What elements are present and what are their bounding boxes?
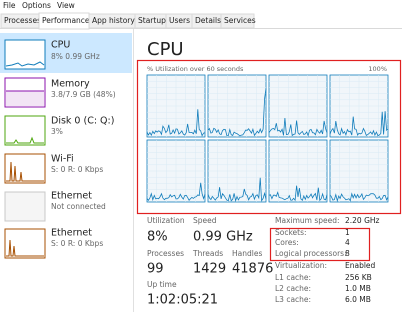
sidebar-title[interactable]: Memory [51, 79, 90, 90]
spec-value: 6.0 MB [345, 295, 371, 304]
highlight-box [269, 227, 371, 262]
stat-value: 8% [147, 230, 168, 245]
graph-line [207, 88, 267, 137]
thumb-line [6, 136, 44, 144]
tab-label[interactable]: Users [169, 16, 190, 25]
sidebar-title[interactable]: Ethernet [51, 228, 92, 239]
sidebar-thumbnails [4, 39, 46, 259]
stat-label: Up time [147, 280, 177, 289]
sidebar-detail: 3% [51, 127, 63, 136]
sidebar-title[interactable]: Wi-Fi [51, 154, 74, 165]
graph-line [268, 185, 328, 202]
stat-value: 99 [147, 262, 164, 277]
spec-value: 2.20 GHz [345, 216, 380, 225]
thumb [4, 228, 46, 259]
tab-label[interactable]: Performance [42, 16, 90, 25]
graph-line [329, 192, 389, 203]
thumb-line [6, 161, 44, 182]
spec-value: 1 [345, 228, 350, 237]
graph-line [207, 177, 267, 203]
graph-line [146, 109, 206, 137]
tab-label[interactable]: Details [195, 16, 221, 25]
sidebar-title[interactable]: Ethernet [51, 191, 92, 202]
menu-item[interactable]: File [3, 1, 16, 10]
tab-label[interactable]: Startup [138, 16, 166, 25]
stat-label: Handles [232, 249, 262, 258]
spec-value: 1.0 MB [345, 284, 371, 293]
cpu-graphs [146, 74, 389, 203]
stat-label: Threads [192, 249, 223, 258]
spec-label: L1 cache: [275, 273, 311, 282]
spec-label: Logical processors: [275, 249, 347, 258]
sidebar-title[interactable]: CPU [51, 40, 70, 51]
sidebar-detail: 3.8/7.9 GB (48%) [51, 90, 116, 99]
thumb-line [5, 61, 45, 67]
tabs: Processes Performance App history Startu… [0, 12, 256, 30]
spec-label: Sockets: [275, 228, 307, 237]
stat-label: Utilization [147, 216, 185, 225]
sidebar-detail: 8% 0.99 GHz [51, 52, 100, 61]
graph-line [329, 111, 389, 137]
stat-value: 1:02:05:21 [147, 293, 218, 308]
highlight-box [136, 59, 402, 215]
sidebar-detail: S: 0 R: 0 Kbps [51, 239, 103, 248]
tab-label[interactable]: Services [224, 16, 256, 25]
spec-label: Virtualization: [275, 261, 327, 270]
tab-label[interactable]: Processes [4, 16, 41, 25]
spec-value: 256 KB [345, 273, 372, 282]
stat-value: 0.99 GHz [193, 230, 253, 245]
sidebar-detail: S: 0 R: 0 Kbps [51, 165, 103, 174]
thumb [4, 191, 46, 222]
thumb-line [6, 239, 44, 257]
spec-label: Cores: [275, 238, 299, 247]
spec-value: Enabled [345, 261, 376, 270]
graph-line [268, 117, 328, 137]
spec-label: Maximum speed: [275, 216, 340, 225]
stat-value: 41876 [232, 262, 273, 277]
stat-value: 1429 [193, 262, 226, 277]
stat-label: Processes [147, 249, 184, 258]
sidebar-title[interactable]: Disk 0 (C: Q:) [51, 116, 114, 127]
graph-label: % Utilization over 60 seconds [147, 65, 244, 73]
spec-label: L2 cache: [275, 284, 311, 293]
spec-label: L3 cache: [275, 295, 311, 304]
sidebar-detail: Not connected [51, 202, 106, 211]
main-title: CPU [147, 39, 184, 60]
menu-item[interactable]: View [57, 1, 75, 10]
specs: Maximum speed: 2.20 GHz Sockets: 1 Cores: 4 Lo… [275, 216, 380, 304]
menu-item[interactable]: Options [22, 1, 51, 10]
spec-value: 8 [345, 249, 350, 258]
spec-value: 4 [345, 238, 350, 247]
tab[interactable] [220, 13, 255, 29]
thumb-fill [6, 91, 44, 106]
thumb [4, 115, 46, 146]
stat-label: Speed [193, 216, 217, 225]
graph-line [146, 182, 206, 202]
thumb [4, 39, 46, 70]
tab-label[interactable]: App history [92, 16, 135, 25]
graph-max: 100% [368, 65, 387, 73]
